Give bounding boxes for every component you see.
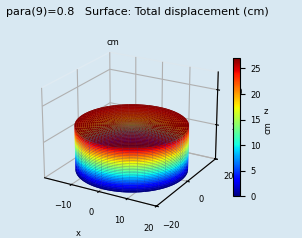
Y-axis label: cm: cm xyxy=(263,121,272,134)
Text: cm: cm xyxy=(107,39,120,47)
X-axis label: x: x xyxy=(76,229,81,238)
Text: para(9)=0.8   Surface: Total displacement (cm): para(9)=0.8 Surface: Total displacement … xyxy=(6,7,269,17)
